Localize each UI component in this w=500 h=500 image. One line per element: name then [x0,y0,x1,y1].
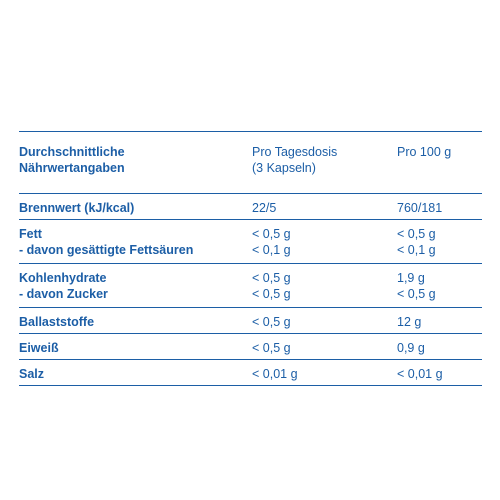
row-sublabel: - davon Zucker [19,287,108,301]
row-per-100g-subvalue: < 0,5 g [397,287,436,301]
row-per-dose-cell: < 0,5 g < 0,1 g [252,226,291,258]
row-per-100g-subvalue: < 0,1 g [397,243,436,257]
header-divider [19,193,482,194]
row-label: Kohlenhydrate [19,271,107,285]
row-per-dose-value: < 0,5 g [252,341,291,355]
row-per-100g-value: 1,9 g [397,271,425,285]
row-per-100g-cell: < 0,5 g < 0,1 g [397,226,436,258]
row-per-dose-value: < 0,01 g [252,367,298,381]
row-per-100g-value: 760/181 [397,201,443,215]
row-divider [19,333,482,334]
row-per-100g-cell: 760/181 [397,200,442,216]
row-label-cell: Eiweiß [19,340,59,356]
table-row: Brennwert (kJ/kcal) 22/5 760/181 [19,200,482,219]
nutrition-table: Durchschnittliche Nährwertangaben Pro Ta… [19,131,482,386]
table-top-rule [19,131,482,132]
row-label: Ballaststoffe [19,315,95,329]
row-label: Fett [19,227,42,241]
header-per-dose-line-1: Pro Tagesdosis [252,145,338,159]
row-label: Brennwert (kJ/kcal) [19,201,135,215]
row-per-dose-subvalue: < 0,5 g [252,287,291,301]
row-per-100g-cell: < 0,01 g [397,366,443,382]
row-divider [19,263,482,264]
row-label: Salz [19,367,45,381]
row-per-100g-cell: 1,9 g < 0,5 g [397,270,436,302]
row-per-dose-value: < 0,5 g [252,227,291,241]
header-label-line-1: Durchschnittliche [19,145,125,159]
header-per-100g-line-1: Pro 100 g [397,145,452,159]
row-per-100g-value: 0,9 g [397,341,425,355]
row-per-dose-value: < 0,5 g [252,271,291,285]
row-per-100g-value: 12 g [397,315,422,329]
row-per-100g-cell: 12 g [397,314,421,330]
header-label-line-2: Nährwertangaben [19,161,125,175]
row-label-cell: Kohlenhydrate - davon Zucker [19,270,108,302]
row-per-dose-cell: 22/5 [252,200,276,216]
header-label-cell: Durchschnittliche Nährwertangaben [19,144,125,176]
row-per-dose-value: 22/5 [252,201,277,215]
table-row: Ballaststoffe < 0,5 g 12 g [19,314,482,333]
row-per-dose-cell: < 0,5 g [252,340,291,356]
row-label-cell: Salz [19,366,44,382]
table-header-row: Durchschnittliche Nährwertangaben Pro Ta… [19,144,482,193]
table-bottom-rule [19,385,482,386]
row-per-100g-cell: 0,9 g [397,340,425,356]
row-divider [19,219,482,220]
row-per-dose-value: < 0,5 g [252,315,291,329]
header-per-100g-cell: Pro 100 g [397,144,451,160]
header-per-dose-line-2: (3 Kapseln) [252,161,316,175]
row-divider [19,359,482,360]
row-label-cell: Fett - davon gesättigte Fettsäuren [19,226,193,258]
row-per-100g-value: < 0,5 g [397,227,436,241]
table-row: Fett - davon gesättigte Fettsäuren < 0,5… [19,226,482,263]
table-row: Salz < 0,01 g < 0,01 g [19,366,482,385]
table-row: Eiweiß < 0,5 g 0,9 g [19,340,482,359]
row-sublabel: - davon gesättigte Fettsäuren [19,243,194,257]
row-label: Eiweiß [19,341,59,355]
row-per-dose-cell: < 0,01 g [252,366,298,382]
row-divider [19,307,482,308]
header-per-dose-cell: Pro Tagesdosis (3 Kapseln) [252,144,337,176]
table-row: Kohlenhydrate - davon Zucker < 0,5 g < 0… [19,270,482,307]
row-per-dose-subvalue: < 0,1 g [252,243,291,257]
row-per-100g-value: < 0,01 g [397,367,443,381]
row-per-dose-cell: < 0,5 g [252,314,291,330]
row-per-dose-cell: < 0,5 g < 0,5 g [252,270,291,302]
row-label-cell: Ballaststoffe [19,314,94,330]
row-label-cell: Brennwert (kJ/kcal) [19,200,134,216]
